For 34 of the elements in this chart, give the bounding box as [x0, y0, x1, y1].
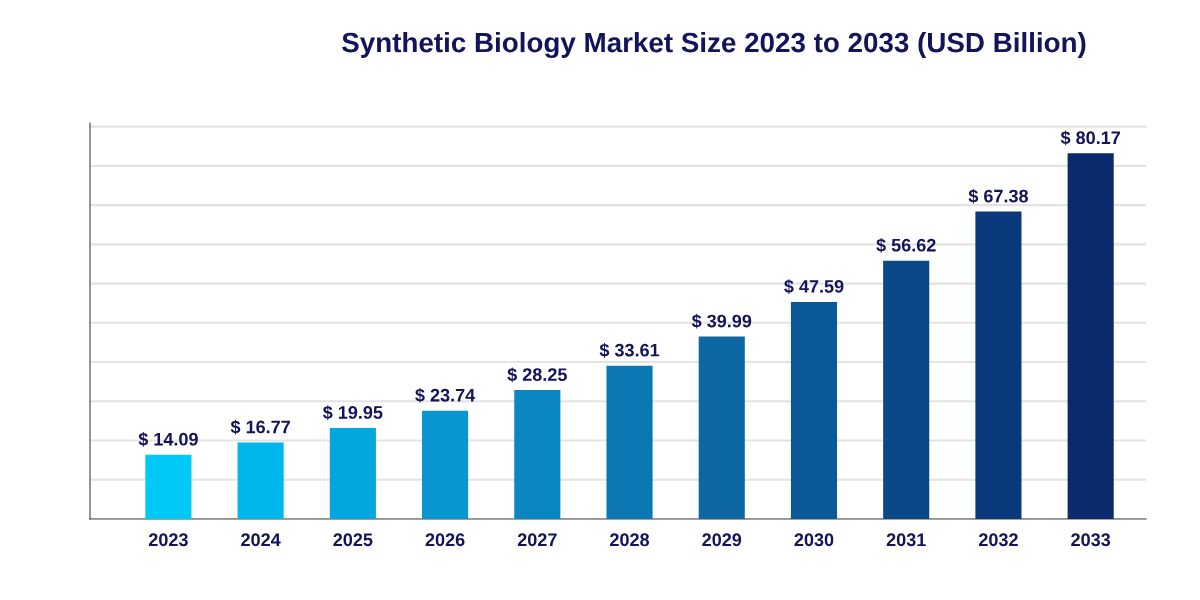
data-label: $ 28.25	[507, 367, 567, 383]
x-tick-label: 2030	[794, 533, 834, 547]
chart-title: Synthetic Biology Market Size 2023 to 2033 (USD Billion)	[342, 31, 1086, 59]
bar	[975, 211, 1022, 519]
x-tick-label: 2029	[702, 533, 742, 547]
data-label: $ 23.74	[415, 387, 476, 403]
bar	[1067, 153, 1114, 519]
x-tick-label: 2023	[148, 533, 188, 547]
bar	[698, 336, 745, 519]
x-tick-label: 2028	[610, 533, 650, 547]
x-tick-label: 2031	[886, 533, 926, 547]
bar	[606, 365, 653, 519]
data-label: $ 33.61	[599, 342, 660, 358]
bar	[237, 442, 284, 519]
x-tick-label: 2027	[517, 533, 557, 547]
x-tick-label: 2026	[425, 533, 465, 547]
data-label: $ 39.99	[691, 313, 752, 329]
data-label: $ 16.77	[230, 419, 290, 435]
data-label: $ 14.09	[138, 432, 198, 447]
bar	[790, 301, 838, 519]
bar	[145, 454, 192, 519]
x-tick-label: 2032	[978, 533, 1018, 547]
data-label: $ 56.62	[876, 237, 936, 253]
bar	[422, 410, 469, 519]
data-label: $ 67.38	[968, 188, 1029, 204]
data-label: $ 80.17	[1060, 130, 1120, 146]
data-label: $ 19.95	[322, 405, 383, 421]
x-tick-label: 2033	[1071, 533, 1111, 547]
x-tick-label: 2024	[241, 533, 281, 547]
x-tick-label: 2025	[333, 533, 373, 547]
bar	[883, 260, 930, 519]
data-label: $ 47.59	[784, 279, 844, 294]
bar	[514, 390, 561, 519]
bar	[329, 427, 376, 519]
